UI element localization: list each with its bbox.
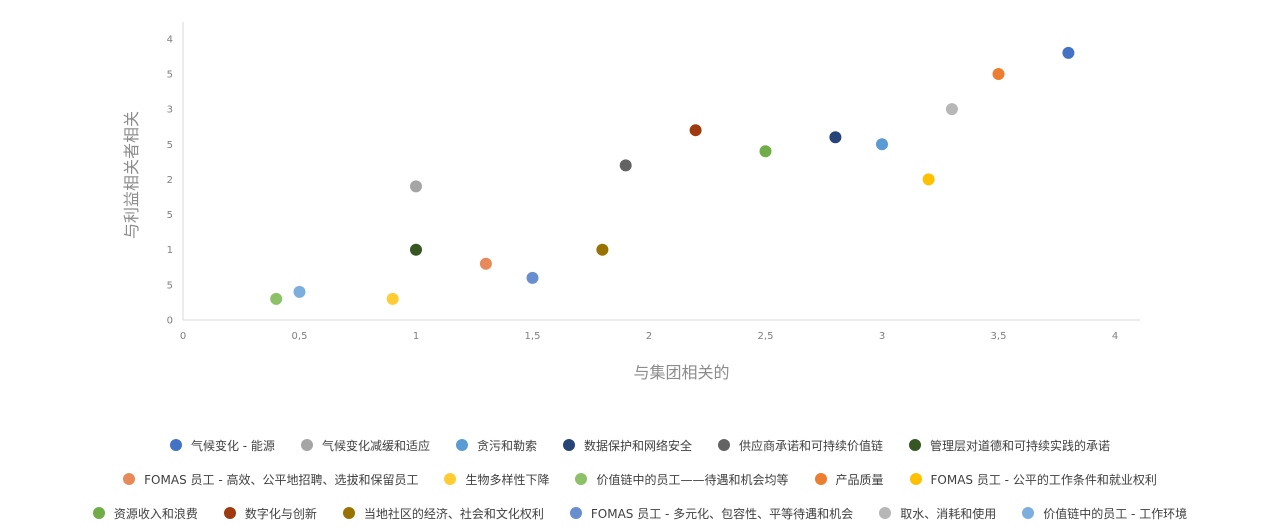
y-tick-label: 4 xyxy=(167,34,173,45)
x-tick-label: 3,5 xyxy=(991,331,1007,342)
legend-label: 贪污和勒索 xyxy=(476,438,537,453)
legend-label: 取水、消耗和使用 xyxy=(900,506,997,521)
data-point[interactable] xyxy=(410,243,422,256)
legend-item[interactable]: 产品质量 xyxy=(814,471,884,488)
data-point[interactable] xyxy=(759,145,772,158)
data-point[interactable] xyxy=(293,285,306,298)
legend-row: FOMAS 员工 - 高效、公平地招聘、选拔和保留员工 生物多样性下降 价值链中的员… xyxy=(0,462,1280,496)
legend-swatch xyxy=(814,473,827,485)
legend-swatch xyxy=(909,473,922,485)
legend-swatch xyxy=(717,439,730,451)
legend-label: 价值链中的员工 - 工作环境 xyxy=(1043,506,1188,521)
data-point[interactable] xyxy=(479,257,492,270)
y-tick-label: 5 xyxy=(167,69,173,80)
legend-row: 资源收入和浪费 数字化与创新 当地社区的经济、社会和文化权利 FOMAS 员工 - 多… xyxy=(0,496,1280,530)
legend-swatch xyxy=(223,507,236,519)
data-point[interactable] xyxy=(945,103,958,116)
x-axis-title: 与集团相关的 xyxy=(633,363,729,382)
data-point[interactable] xyxy=(992,67,1005,80)
legend-swatch xyxy=(1022,507,1035,519)
x-tick-label: 0,5 xyxy=(292,331,308,342)
legend-item[interactable]: 数字化与创新 xyxy=(223,505,317,522)
legend-label: FOMAS 员工 - 高效、公平地招聘、选拔和保留员工 xyxy=(144,472,419,487)
y-tick-label: 1 xyxy=(167,245,173,256)
data-point[interactable] xyxy=(689,124,702,137)
legend-swatch xyxy=(569,507,582,519)
legend-item[interactable]: 生物多样性下降 xyxy=(444,471,549,488)
x-tick-label: 1,5 xyxy=(525,331,541,342)
legend-label: 管理层对道德和可持续实践的承诺 xyxy=(930,438,1111,453)
data-point[interactable] xyxy=(410,180,422,193)
legend-row: 气候变化 - 能源 气候变化减缓和适应 贪污和勒索 数据保护和网络安全 供应商承诺和可持… xyxy=(0,428,1280,462)
data-point[interactable] xyxy=(876,138,888,151)
data-point[interactable] xyxy=(526,271,539,284)
legend-swatch xyxy=(575,473,588,485)
legend-label: 生物多样性下降 xyxy=(465,472,550,487)
legend-label: 数据保护和网络安全 xyxy=(583,438,692,453)
legend-swatch xyxy=(169,439,182,451)
data-point[interactable] xyxy=(619,159,632,172)
legend-swatch xyxy=(342,507,355,519)
legend-label: 气候变化减缓和适应 xyxy=(321,438,430,453)
data-point[interactable] xyxy=(596,243,609,256)
legend-swatch xyxy=(123,473,136,485)
legend-swatch xyxy=(879,507,892,519)
legend-swatch xyxy=(455,439,468,451)
legend-label: 价值链中的员工——待遇和机会均等 xyxy=(596,472,789,487)
legend-label: 数字化与创新 xyxy=(244,506,317,521)
legend-swatch xyxy=(92,507,105,519)
legend-item[interactable]: 气候变化 - 能源 xyxy=(169,437,275,454)
legend-item[interactable]: FOMAS 员工 - 高效、公平地招聘、选拔和保留员工 xyxy=(123,471,418,488)
legend-label: 当地社区的经济、社会和文化权利 xyxy=(363,506,544,521)
chart-legend: 气候变化 - 能源 气候变化减缓和适应 贪污和勒索 数据保护和网络安全 供应商承诺和可持… xyxy=(0,428,1280,530)
x-tick-label: 0 xyxy=(180,331,186,342)
data-point[interactable] xyxy=(829,131,842,144)
legend-swatch xyxy=(909,439,921,451)
legend-item[interactable]: FOMAS 员工 - 公平的工作条件和就业权利 xyxy=(909,471,1157,488)
y-axis-title: 与利益相关者相关 xyxy=(122,111,141,239)
legend-swatch xyxy=(562,439,575,451)
legend-item[interactable]: 当地社区的经济、社会和文化权利 xyxy=(342,505,544,522)
legend-item[interactable]: 管理层对道德和可持续实践的承诺 xyxy=(909,437,1110,454)
y-tick-label: 0 xyxy=(167,316,173,327)
legend-item[interactable]: FOMAS 员工 - 多元化、包容性、平等待遇和机会 xyxy=(569,505,854,522)
y-tick-label: 3 xyxy=(167,105,173,116)
y-tick-label: 5 xyxy=(167,140,173,151)
legend-item[interactable]: 数据保护和网络安全 xyxy=(562,437,692,454)
x-tick-label: 3 xyxy=(879,331,885,342)
legend-label: 气候变化 - 能源 xyxy=(190,438,275,453)
x-axis-ticks: 0 0,5 1 1,5 2 2,5 3 3,5 4 xyxy=(180,331,1118,342)
x-tick-label: 4 xyxy=(1112,331,1118,342)
legend-item[interactable]: 贪污和勒索 xyxy=(455,437,537,454)
legend-item[interactable]: 气候变化减缓和适应 xyxy=(300,437,430,454)
legend-label: FOMAS 员工 - 多元化、包容性、平等待遇和机会 xyxy=(590,506,854,521)
data-point[interactable] xyxy=(922,173,935,186)
legend-label: 供应商承诺和可持续价值链 xyxy=(738,438,883,453)
x-tick-label: 2,5 xyxy=(758,331,774,342)
legend-label: FOMAS 员工 - 公平的工作条件和就业权利 xyxy=(930,472,1157,487)
legend-item[interactable]: 取水、消耗和使用 xyxy=(879,505,996,522)
y-tick-label: 2 xyxy=(167,175,173,186)
data-point[interactable] xyxy=(1062,46,1075,59)
data-points xyxy=(270,46,1075,305)
y-tick-label: 5 xyxy=(167,280,173,291)
data-point[interactable] xyxy=(270,292,283,305)
legend-label: 产品质量 xyxy=(835,472,884,487)
y-axis-ticks: 0 5 1 5 2 5 3 5 4 xyxy=(167,34,173,326)
legend-swatch xyxy=(300,439,313,451)
legend-label: 资源收入和浪费 xyxy=(113,506,198,521)
legend-item[interactable]: 价值链中的员工 - 工作环境 xyxy=(1022,505,1187,522)
legend-item[interactable]: 价值链中的员工——待遇和机会均等 xyxy=(575,471,789,488)
data-point[interactable] xyxy=(386,292,399,305)
legend-item[interactable]: 资源收入和浪费 xyxy=(92,505,198,522)
legend-item[interactable]: 供应商承诺和可持续价值链 xyxy=(717,437,883,454)
y-tick-label: 5 xyxy=(167,210,173,221)
scatter-chart: 0 0,5 1 1,5 2 2,5 3 3,5 4 0 5 1 5 2 5 3 5 4 与集团相关的 与利益相关… xyxy=(122,22,1140,382)
x-tick-label: 2 xyxy=(646,331,652,342)
legend-swatch xyxy=(444,473,457,485)
x-tick-label: 1 xyxy=(413,331,419,342)
